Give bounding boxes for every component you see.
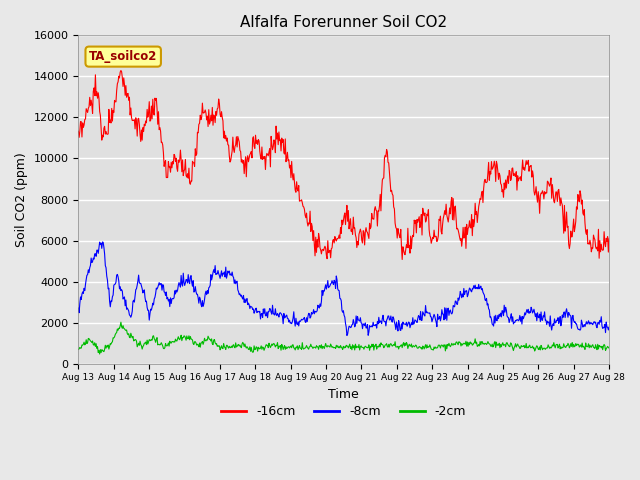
X-axis label: Time: Time [328, 388, 359, 401]
-2cm [605, 345, 613, 351]
-16cm [251, 145, 259, 151]
-16cm [605, 236, 613, 241]
-16cm [414, 219, 422, 225]
-2cm [75, 347, 83, 352]
Line: -8cm: -8cm [79, 242, 609, 336]
Line: -16cm: -16cm [79, 71, 609, 260]
Title: Alfalfa Forerunner Soil CO2: Alfalfa Forerunner Soil CO2 [240, 15, 447, 30]
-16cm [117, 68, 125, 73]
-16cm [496, 173, 504, 179]
Legend: -16cm, -8cm, -2cm: -16cm, -8cm, -2cm [216, 400, 471, 423]
-2cm [96, 351, 104, 357]
-16cm [312, 250, 320, 255]
-16cm [398, 257, 406, 263]
-8cm [251, 308, 259, 314]
-8cm [75, 305, 83, 311]
-16cm [75, 128, 83, 134]
-2cm [177, 332, 185, 338]
-16cm [385, 170, 393, 176]
-16cm [177, 147, 184, 153]
-8cm [605, 324, 613, 330]
-8cm [496, 313, 504, 319]
Text: TA_soilco2: TA_soilco2 [89, 50, 157, 63]
Y-axis label: Soil CO2 (ppm): Soil CO2 (ppm) [15, 152, 28, 247]
-2cm [252, 346, 259, 352]
-2cm [496, 345, 504, 350]
Line: -2cm: -2cm [79, 322, 609, 354]
-2cm [117, 319, 125, 325]
-8cm [99, 239, 106, 245]
-8cm [177, 284, 184, 290]
-2cm [314, 344, 321, 349]
-8cm [414, 316, 422, 322]
-8cm [343, 333, 351, 338]
-2cm [414, 346, 422, 351]
-2cm [387, 341, 394, 347]
-8cm [387, 317, 394, 323]
-8cm [312, 309, 320, 315]
